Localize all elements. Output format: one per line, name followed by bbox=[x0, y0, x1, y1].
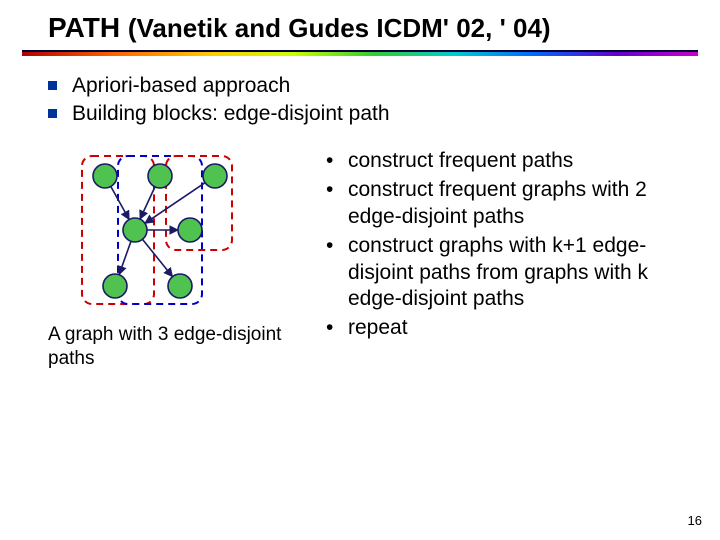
page-number: 16 bbox=[688, 513, 702, 528]
lower-row: A graph with 3 edge-disjoint paths • con… bbox=[48, 148, 690, 371]
algorithm-list: • construct frequent paths • construct f… bbox=[326, 148, 690, 344]
dot-bullet-icon: • bbox=[326, 177, 333, 204]
dot-bullet-icon: • bbox=[326, 233, 333, 260]
outer-bullet-text: Building blocks: edge-disjoint path bbox=[72, 102, 390, 125]
square-bullet-icon bbox=[48, 81, 57, 90]
algo-bullet-item: • construct frequent paths bbox=[326, 148, 690, 175]
slide-title: PATH (Vanetik and Gudes ICDM' 02, ' 04) bbox=[48, 12, 720, 44]
square-bullet-icon bbox=[48, 109, 57, 118]
algo-bullet-text: construct frequent graphs with 2 edge-di… bbox=[348, 178, 647, 228]
content-area: Apriori-based approach Building blocks: … bbox=[0, 56, 720, 371]
graph-svg bbox=[60, 148, 270, 313]
graph-diagram bbox=[60, 148, 270, 313]
algo-bullet-text: construct graphs with k+1 edge-disjoint … bbox=[348, 234, 648, 311]
diagram-caption: A graph with 3 edge-disjoint paths bbox=[48, 323, 308, 371]
outer-bullet-item: Building blocks: edge-disjoint path bbox=[48, 102, 690, 126]
algo-bullet-text: repeat bbox=[348, 316, 408, 339]
diagram-column: A graph with 3 edge-disjoint paths bbox=[48, 148, 308, 371]
outer-bullet-item: Apriori-based approach bbox=[48, 74, 690, 98]
algo-bullet-item: • construct graphs with k+1 edge-disjoin… bbox=[326, 233, 690, 314]
algo-bullet-item: • construct frequent graphs with 2 edge-… bbox=[326, 177, 690, 231]
algo-bullet-text: construct frequent paths bbox=[348, 149, 573, 172]
title-area: PATH (Vanetik and Gudes ICDM' 02, ' 04) bbox=[0, 0, 720, 44]
title-sub: (Vanetik and Gudes ICDM' 02, ' 04) bbox=[128, 13, 551, 43]
outer-bullet-list: Apriori-based approach Building blocks: … bbox=[48, 74, 690, 126]
algo-bullet-item: • repeat bbox=[326, 315, 690, 342]
dot-bullet-icon: • bbox=[326, 315, 333, 342]
dot-bullet-icon: • bbox=[326, 148, 333, 175]
title-main: PATH bbox=[48, 12, 120, 43]
outer-bullet-text: Apriori-based approach bbox=[72, 74, 290, 97]
